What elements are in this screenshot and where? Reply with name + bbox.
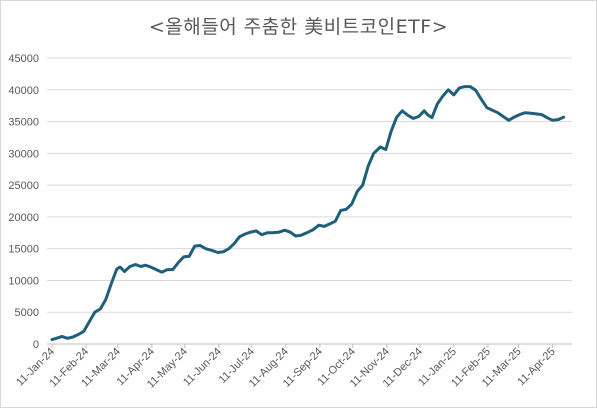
- y-tick-label: 40000: [8, 85, 39, 97]
- y-tick-label: 30000: [8, 148, 39, 160]
- y-tick-label: 10000: [8, 275, 39, 287]
- y-tick-label: 45000: [8, 53, 39, 65]
- y-tick-label: 5000: [15, 307, 39, 319]
- chart-title: <올해들어 주춤한 美비트코인ETF>: [148, 16, 449, 38]
- series-line: [50, 85, 566, 342]
- y-tick-label: 20000: [8, 212, 39, 224]
- y-tick-label: 15000: [8, 244, 39, 256]
- y-tick-label: 35000: [8, 117, 39, 129]
- y-tick-label: 25000: [8, 180, 39, 192]
- y-tick-label: 0: [33, 339, 39, 351]
